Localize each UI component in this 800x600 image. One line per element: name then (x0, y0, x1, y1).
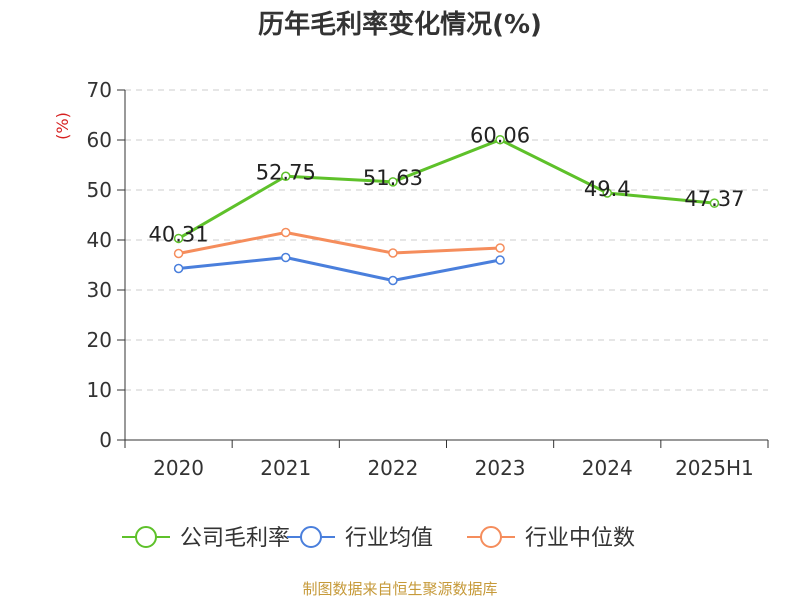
legend-item-行业均值: 行业均值 (287, 526, 433, 551)
legend-marker-公司毛利率 (135, 526, 157, 548)
y-tick-label-40: 40 (87, 228, 112, 252)
legend-label-公司毛利率: 公司毛利率 (180, 526, 290, 551)
y-tick-label-20: 20 (87, 328, 112, 352)
series (173, 134, 720, 286)
data-labels: 40.31 52.75 51.63 60.06 49.4 47.37 (149, 124, 745, 247)
series-公司毛利率 (173, 134, 720, 244)
data-label-2025H1: 47.37 (684, 187, 744, 211)
data-label-2024: 49.4 (584, 177, 631, 201)
data-label-2023: 60.06 (470, 124, 530, 148)
legend: 公司毛利率 行业均值 行业中位数 (122, 526, 635, 551)
legend-label-行业中位数: 行业中位数 (525, 526, 635, 551)
x-tick-label-2020: 2020 (153, 456, 204, 480)
data-point-行业均值-2020 (173, 263, 184, 274)
y-tick-label-60: 60 (87, 128, 112, 152)
data-point-公司毛利率-2024 (602, 188, 612, 198)
data-point-行业均值-2021 (281, 252, 291, 263)
legend-label-行业均值: 行业均值 (345, 526, 433, 551)
data-point-公司毛利率-2020 (173, 233, 184, 244)
data-label-2020: 40.31 (149, 222, 209, 246)
data-point-行业中位数-2020 (173, 248, 184, 259)
data-point-行业中位数-2022 (388, 248, 398, 258)
y-tick-label-70: 70 (87, 78, 112, 102)
data-point-行业中位数-2023 (495, 243, 505, 253)
data-point-行业均值-2022 (388, 275, 398, 286)
data-point-公司毛利率-2025H1 (709, 198, 720, 208)
chart-title: 历年毛利率变化情况(%) (258, 10, 542, 40)
y-tick-label-50: 50 (87, 178, 112, 202)
data-point-公司毛利率-2021 (281, 171, 291, 181)
legend-marker-行业中位数 (480, 526, 502, 548)
series-行业均值 (173, 252, 505, 286)
legend-marker-行业均值 (300, 526, 322, 548)
series-行业中位数 (173, 227, 505, 259)
x-tick-label-2021: 2021 (260, 456, 311, 480)
y-tick-label-0: 0 (99, 428, 112, 452)
source-note: 制图数据来自恒生聚源数据库 (302, 580, 498, 598)
series-line-公司毛利率 (177, 138, 715, 240)
x-tick-label-2023: 2023 (475, 456, 526, 480)
series-line-行业中位数 (178, 231, 501, 255)
series-line-行业均值 (178, 256, 501, 282)
data-label-2022: 51.63 (363, 166, 423, 190)
data-point-公司毛利率-2022 (388, 177, 398, 187)
legend-item-行业中位数: 行业中位数 (467, 526, 635, 551)
x-tick-label-2024: 2024 (582, 456, 633, 480)
data-point-公司毛利率-2023 (495, 134, 505, 145)
y-tick-label-30: 30 (87, 278, 112, 302)
legend-item-公司毛利率: 公司毛利率 (122, 526, 290, 551)
y-axis-label: (%) (53, 112, 72, 140)
axes: 0 10 20 30 40 50 60 70 2020 2021 2022 2023 2024 2025H… (87, 78, 769, 480)
data-point-行业均值-2023 (495, 255, 505, 265)
grid-lines (125, 89, 768, 391)
data-label-2021: 52.75 (256, 160, 316, 184)
data-point-行业中位数-2021 (281, 227, 291, 238)
x-tick-label-2022: 2022 (367, 456, 418, 480)
x-tick-label-2025H1: 2025H1 (675, 456, 754, 480)
y-tick-label-10: 10 (87, 378, 112, 402)
